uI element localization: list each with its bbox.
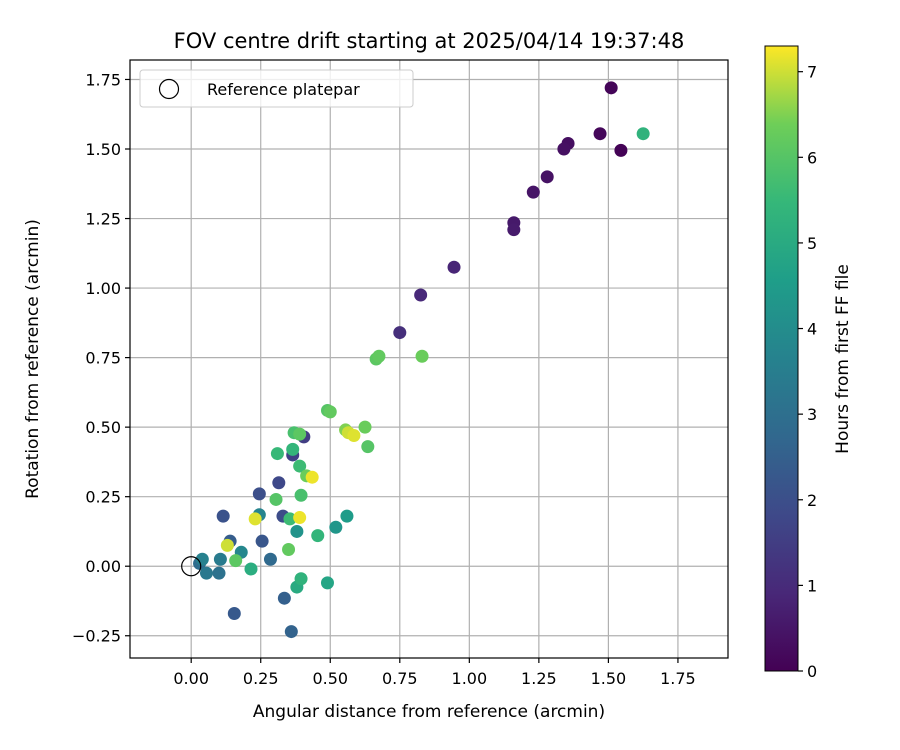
legend-box <box>139 69 414 108</box>
data-point <box>447 260 461 274</box>
colorbar-tick-label: 7 <box>807 63 817 82</box>
data-point <box>283 512 297 526</box>
data-point <box>414 288 428 302</box>
colorbar: 0 1 2 3 4 5 6 7 Hours from first FF file <box>764 45 853 681</box>
x-tick-label: 0.00 <box>173 669 209 688</box>
x-tick-label: 1.25 <box>521 669 557 688</box>
data-point <box>540 170 554 184</box>
colorbar-tick-label: 3 <box>807 405 817 424</box>
data-point <box>195 552 209 566</box>
x-tick-label: 0.75 <box>382 669 418 688</box>
data-point <box>282 543 296 557</box>
data-point <box>636 127 650 141</box>
data-point <box>293 427 307 441</box>
grid <box>130 60 728 658</box>
y-tick-label: 0.00 <box>85 557 121 576</box>
data-point <box>614 143 628 157</box>
legend-entry: Reference platepar <box>207 80 360 99</box>
data-point <box>323 405 337 419</box>
data-point <box>415 349 429 363</box>
x-tick-label: 1.50 <box>591 669 627 688</box>
data-point <box>361 440 375 454</box>
colorbar-tick-label: 0 <box>807 662 817 681</box>
data-point <box>227 606 241 620</box>
y-tick-label: 0.25 <box>85 488 121 507</box>
data-point <box>526 185 540 199</box>
colorbar-ticks: 0 1 2 3 4 5 6 7 <box>798 63 817 681</box>
data-point <box>294 572 308 586</box>
data-point <box>270 447 284 461</box>
data-point <box>255 534 269 548</box>
colorbar-tick-label: 6 <box>807 148 817 167</box>
data-point <box>311 529 325 543</box>
data-points <box>181 81 650 639</box>
data-point <box>557 142 571 156</box>
y-tick-label: −0.25 <box>72 627 121 646</box>
y-tick-label: 0.50 <box>85 418 121 437</box>
data-point <box>263 552 277 566</box>
data-point <box>229 554 243 568</box>
data-point <box>277 591 291 605</box>
chart-title: FOV centre drift starting at 2025/04/14 … <box>174 29 685 53</box>
data-point <box>372 349 386 363</box>
colorbar-tick-label: 1 <box>807 576 817 595</box>
colorbar-gradient <box>764 45 799 672</box>
data-point <box>293 459 307 473</box>
colorbar-label: Hours from first FF file <box>833 264 853 454</box>
data-point <box>358 420 372 434</box>
colorbar-tick-label: 2 <box>807 491 817 510</box>
data-point <box>604 81 618 95</box>
y-tick-label: 1.75 <box>85 70 121 89</box>
data-point <box>216 509 230 523</box>
data-point <box>248 512 262 526</box>
data-point <box>284 625 298 639</box>
y-axis-label: Rotation from reference (arcmin) <box>23 219 43 499</box>
x-axis-ticks: 0.00 0.25 0.50 0.75 1.00 1.25 1.50 1.75 <box>173 658 696 688</box>
colorbar-tick-label: 4 <box>807 320 817 339</box>
data-point <box>329 520 343 534</box>
data-point <box>252 487 266 501</box>
data-point <box>305 470 319 484</box>
x-tick-label: 0.50 <box>312 669 348 688</box>
y-tick-label: 1.50 <box>85 140 121 159</box>
data-point <box>393 326 407 340</box>
data-point <box>220 538 234 552</box>
y-tick-label: 0.75 <box>85 349 121 368</box>
data-point <box>507 223 521 237</box>
x-tick-label: 1.75 <box>660 669 696 688</box>
data-point <box>593 127 607 141</box>
y-axis-ticks: −0.25 0.00 0.25 0.50 0.75 1.00 1.25 1.50 1.75 <box>72 70 130 646</box>
data-point <box>286 442 300 456</box>
x-tick-label: 0.25 <box>243 669 279 688</box>
plot-frame <box>129 59 729 659</box>
data-point <box>294 488 308 502</box>
x-tick-label: 1.00 <box>452 669 488 688</box>
reference-platepar-marker <box>181 556 202 577</box>
data-point <box>347 428 361 442</box>
data-point <box>272 476 286 490</box>
data-point <box>290 524 304 538</box>
data-point <box>269 492 283 506</box>
legend: Reference platepar <box>139 69 414 108</box>
data-point <box>199 566 213 580</box>
x-axis-label: Angular distance from reference (arcmin) <box>253 702 605 722</box>
data-point <box>212 566 226 580</box>
colorbar-tick-label: 5 <box>807 234 817 253</box>
data-point <box>213 552 227 566</box>
data-point <box>320 576 334 590</box>
data-point <box>340 509 354 523</box>
data-point <box>293 511 307 525</box>
y-tick-label: 1.00 <box>85 279 121 298</box>
legend-marker <box>158 78 180 100</box>
data-point <box>244 562 258 576</box>
y-tick-label: 1.25 <box>85 210 121 229</box>
